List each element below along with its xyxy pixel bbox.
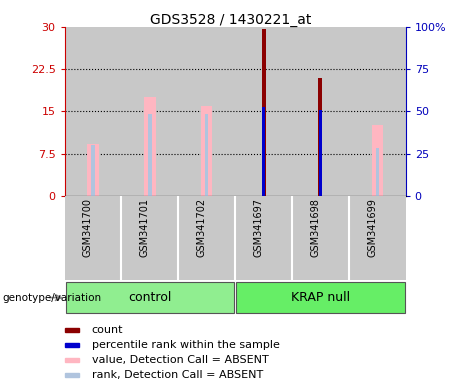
Text: value, Detection Call = ABSENT: value, Detection Call = ABSENT (92, 355, 268, 365)
Text: GSM341698: GSM341698 (310, 199, 320, 257)
Bar (121, 196, 178, 280)
Bar (65, 27, 121, 196)
Bar (65, 328, 79, 332)
Text: KRAP null: KRAP null (291, 291, 350, 304)
FancyBboxPatch shape (65, 282, 234, 313)
Bar (349, 27, 406, 196)
Text: GSM341701: GSM341701 (140, 199, 150, 257)
Bar (121, 27, 178, 196)
Text: count: count (92, 325, 123, 335)
Bar (65, 196, 121, 280)
Text: GDS3528 / 1430221_at: GDS3528 / 1430221_at (150, 13, 311, 27)
Bar (91, 145, 95, 196)
Bar (144, 97, 155, 196)
Bar (319, 78, 322, 196)
Bar (261, 28, 266, 196)
Text: percentile rank within the sample: percentile rank within the sample (92, 340, 279, 350)
Bar (292, 196, 349, 280)
Text: rank, Detection Call = ABSENT: rank, Detection Call = ABSENT (92, 370, 263, 380)
Text: GSM341699: GSM341699 (367, 199, 377, 257)
Text: genotype/variation: genotype/variation (2, 293, 101, 303)
Bar (235, 196, 292, 280)
Bar (235, 27, 292, 196)
Text: control: control (128, 291, 171, 304)
Bar (319, 110, 322, 196)
Bar (292, 27, 349, 196)
Bar (65, 358, 79, 362)
Bar (65, 373, 79, 377)
Bar (205, 114, 208, 196)
Text: GSM341702: GSM341702 (197, 199, 207, 258)
Bar (65, 343, 79, 347)
FancyBboxPatch shape (236, 282, 405, 313)
Text: GSM341700: GSM341700 (83, 199, 93, 257)
Bar (87, 144, 99, 196)
Bar (201, 106, 213, 196)
Bar (178, 196, 235, 280)
Bar (148, 114, 152, 196)
Bar (372, 126, 383, 196)
Bar (376, 148, 379, 196)
Text: GSM341697: GSM341697 (254, 199, 264, 257)
Bar (178, 27, 235, 196)
Bar (349, 196, 406, 280)
Bar (262, 107, 265, 196)
